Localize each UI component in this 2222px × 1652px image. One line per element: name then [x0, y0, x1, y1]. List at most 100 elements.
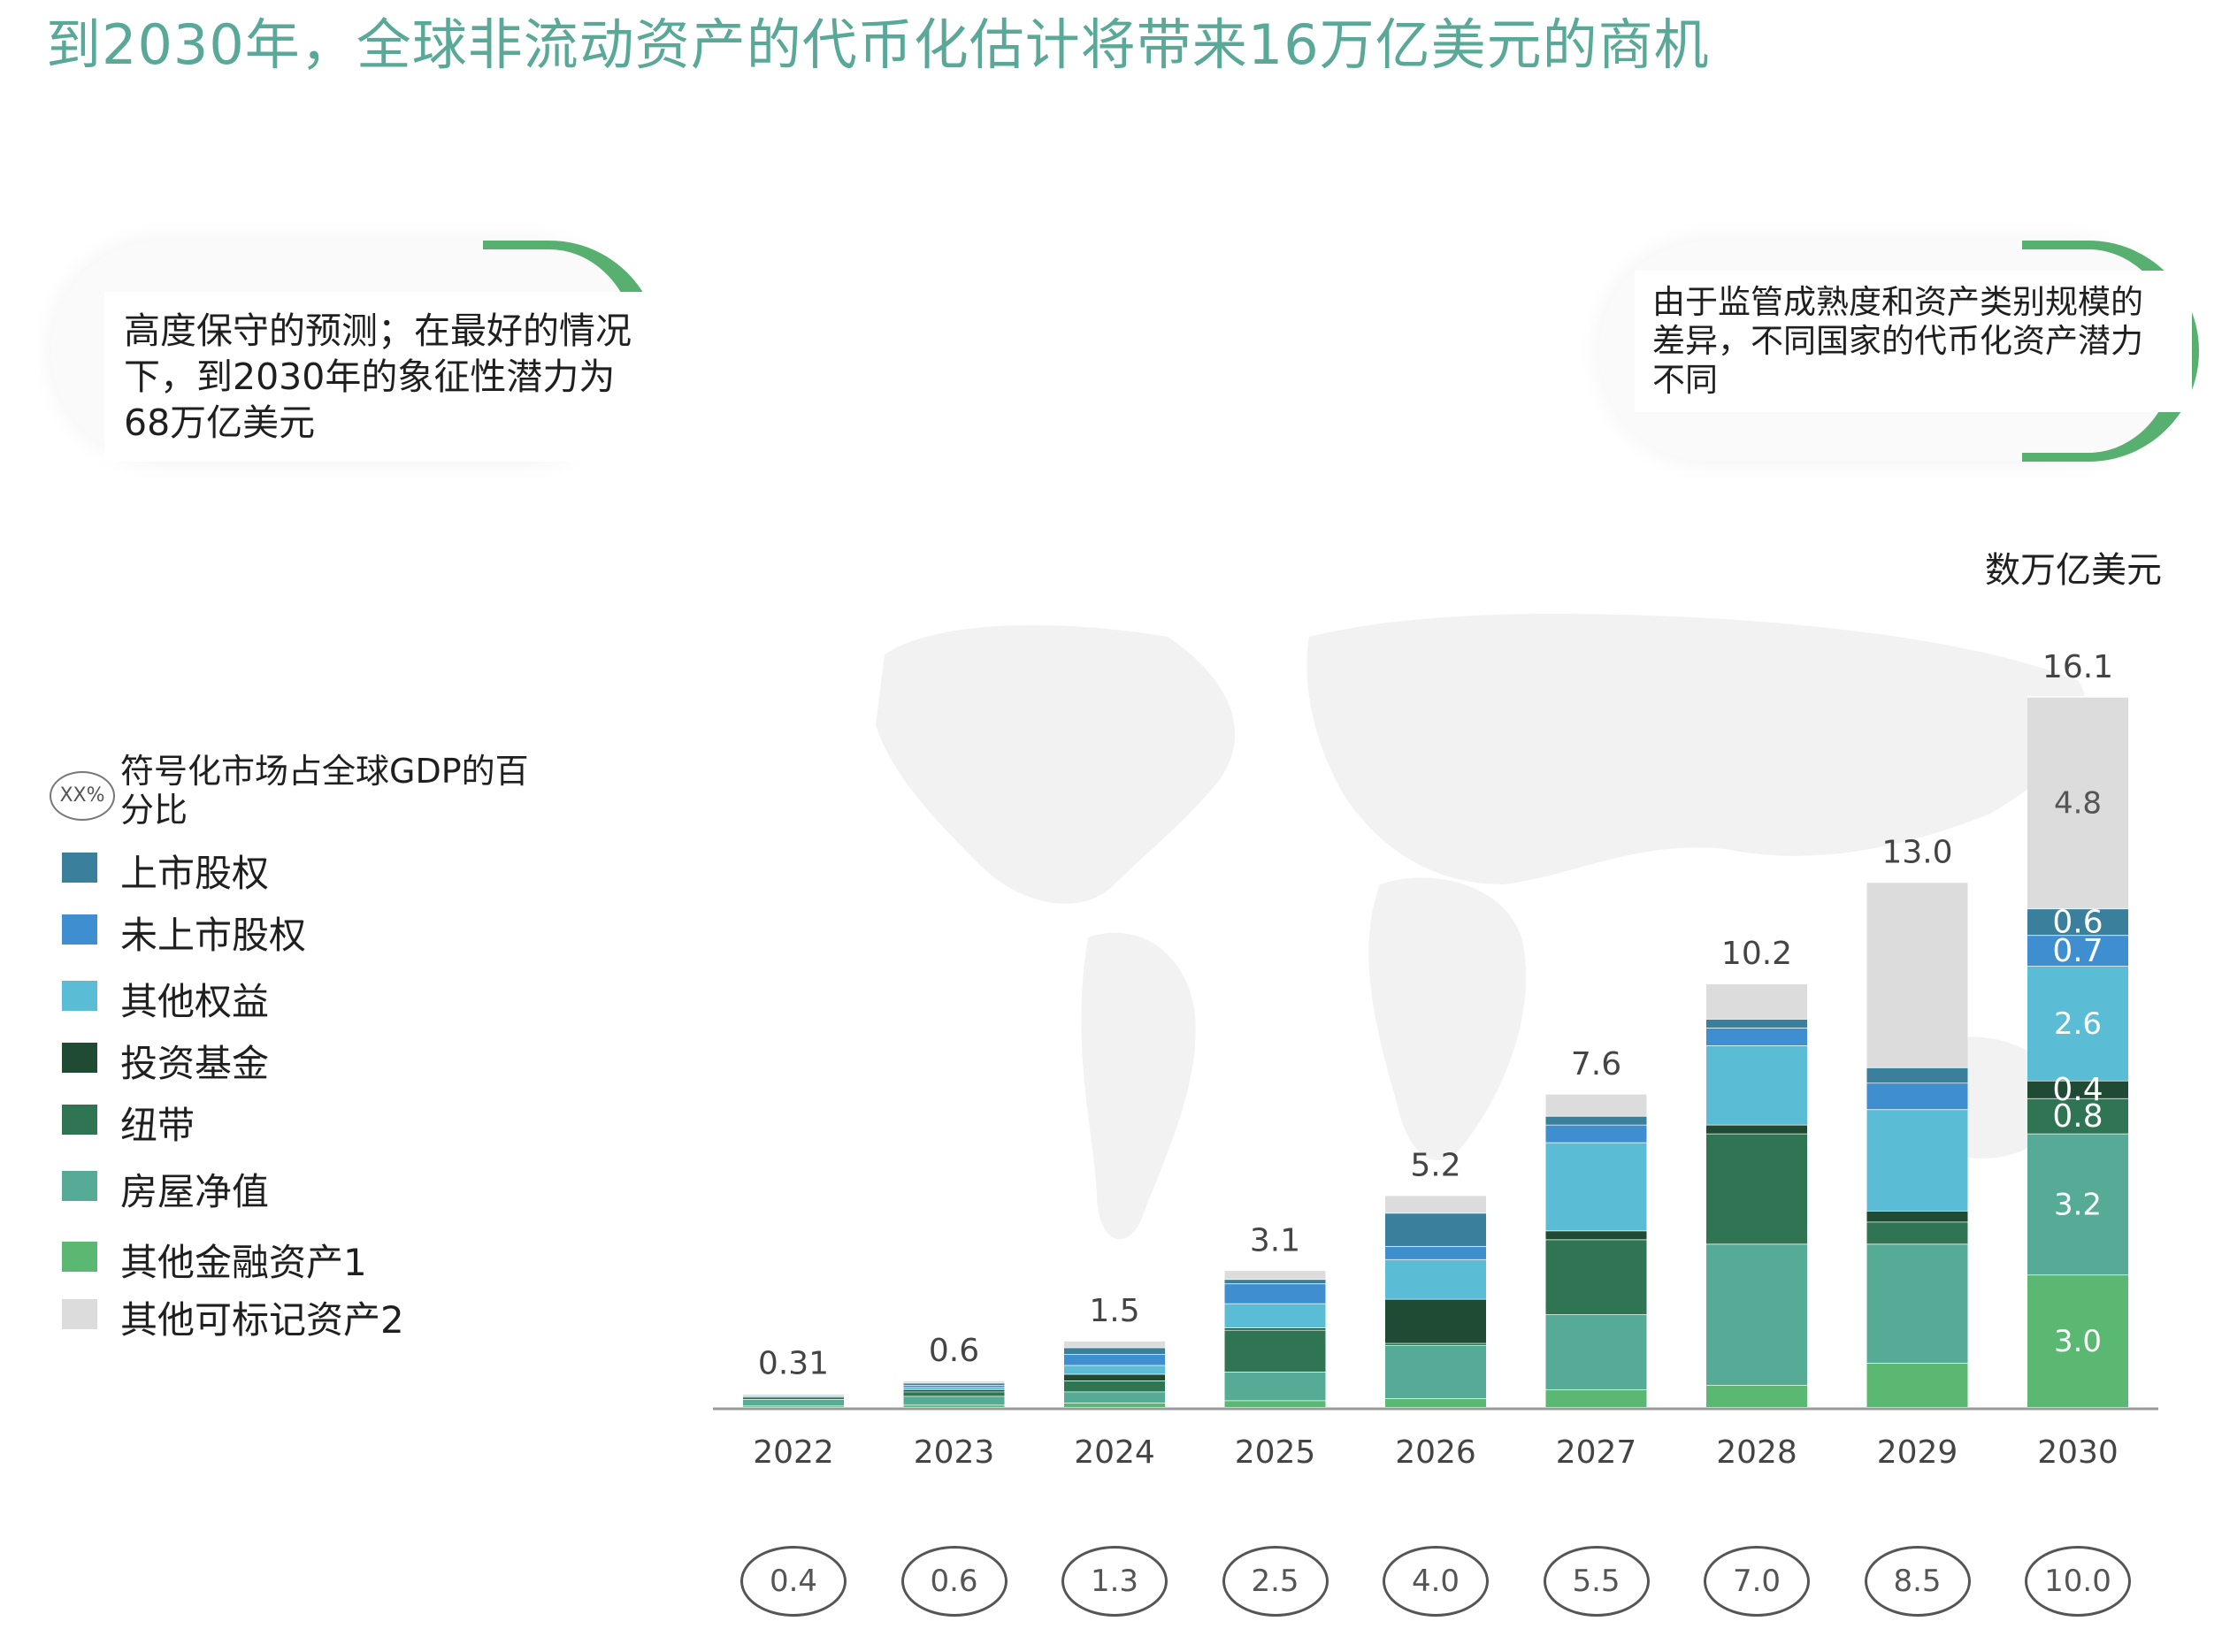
legend-label: 房屋净值 — [120, 1170, 270, 1213]
bar-segment — [1385, 1195, 1486, 1213]
x-tick-label: 2029 — [1877, 1434, 1958, 1471]
bar-segment — [1866, 882, 1968, 1067]
bar-segment — [1064, 1373, 1165, 1381]
x-tick-label: 2022 — [753, 1434, 834, 1471]
bar-total-label: 0.6 — [929, 1333, 979, 1369]
bar-segment — [1545, 1124, 1647, 1143]
bar-segment — [1545, 1230, 1647, 1240]
legend-label: 上市股权 — [120, 852, 270, 895]
bar-segment — [743, 1396, 844, 1400]
bar-segment — [2027, 697, 2128, 909]
bar-segment — [1224, 1303, 1326, 1328]
bar-segment — [1545, 1093, 1647, 1116]
bar-segment — [1706, 1028, 1807, 1046]
legend-label: 投资基金 — [120, 1042, 270, 1085]
bar-segment — [1706, 1045, 1807, 1125]
bar-segment — [903, 1382, 1005, 1386]
bar-segment — [1064, 1365, 1165, 1374]
legend-swatch — [62, 1171, 97, 1201]
bar-segment — [1224, 1283, 1326, 1304]
bar-segment — [1545, 1314, 1647, 1390]
gdp-share-oval: 4.0 — [1383, 1546, 1489, 1617]
chart-unit-label: 数万亿美元 — [1985, 550, 2162, 591]
bar-segment — [2027, 1098, 2128, 1134]
bar-segment — [1224, 1327, 1326, 1330]
bar-segment — [1866, 1082, 1968, 1110]
gdp-share-oval: 1.3 — [1061, 1546, 1168, 1617]
bar-total-label: 0.31 — [758, 1346, 829, 1382]
x-tick-label: 2026 — [1395, 1434, 1476, 1471]
bar-segment — [2027, 908, 2128, 936]
bar-segment — [1866, 1243, 1968, 1364]
segment-value-label: 0.6 — [2052, 904, 2103, 940]
bar-segment — [1224, 1279, 1326, 1284]
bar-segment — [1545, 1239, 1647, 1315]
bar-segment — [1545, 1389, 1647, 1407]
bar-segment — [1545, 1115, 1647, 1125]
bar-segment — [1064, 1347, 1165, 1355]
bar-segment — [1224, 1270, 1326, 1280]
bar-total-label: 1.5 — [1089, 1293, 1139, 1329]
bar-segment — [903, 1387, 1005, 1390]
bar-segment — [2027, 966, 2128, 1081]
bar-segment — [1224, 1400, 1326, 1407]
bar-segment — [743, 1399, 844, 1406]
bar-segment — [1866, 1211, 1968, 1222]
bar-segment — [1866, 1109, 1968, 1212]
bar-segment — [903, 1385, 1005, 1388]
x-tick-label: 2030 — [2037, 1434, 2119, 1471]
bar-segment — [1385, 1342, 1486, 1346]
bar-segment — [1706, 1243, 1807, 1386]
x-tick-label: 2024 — [1074, 1434, 1155, 1471]
gdp-share-oval: 10.0 — [2025, 1546, 2131, 1617]
x-tick-label: 2025 — [1235, 1434, 1316, 1471]
page-title: 到2030年，全球非流动资产的代币化估计将带来16万亿美元的商机 — [46, 12, 1710, 77]
bar-segment — [2027, 1274, 2128, 1407]
gdp-share-oval: 0.6 — [900, 1546, 1008, 1617]
bar-segment — [1064, 1391, 1165, 1403]
callout-country-variance: 由于监管成熟度和资产类别规模的差异，不同国家的代币化资产潜力不同 — [1599, 241, 2199, 462]
bar-segment — [1064, 1403, 1165, 1407]
bar-total-label: 13.0 — [1881, 834, 1952, 870]
x-tick-label: 2023 — [914, 1434, 995, 1471]
bar-segment — [1385, 1212, 1486, 1246]
segment-value-label: 0.7 — [2052, 933, 2103, 969]
callout-right-text: 由于监管成熟度和资产类别规模的差异，不同国家的代币化资产潜力不同 — [1635, 271, 2192, 412]
legend-swatch — [62, 914, 97, 945]
bar-segment — [1064, 1354, 1165, 1365]
gdp-share-oval: 0.4 — [740, 1546, 847, 1617]
bar-segment — [1224, 1329, 1326, 1373]
bar-segment — [1385, 1258, 1486, 1299]
bar-segment — [1706, 983, 1807, 1020]
segment-value-label: 3.2 — [2054, 1188, 2102, 1223]
bar-segment — [1385, 1398, 1486, 1407]
bar-total-label: 10.2 — [1721, 936, 1792, 972]
gdp-share-oval: 8.5 — [1864, 1546, 1971, 1617]
bar-segment — [903, 1380, 1005, 1383]
bar-segment — [1706, 1124, 1807, 1134]
segment-value-label: 4.8 — [2054, 786, 2102, 822]
callout-left-text: 高度保守的预测；在最好的情况下，到2030年的象征性潜力为68万亿美元 — [104, 292, 674, 462]
bar-segment — [2027, 1133, 2128, 1275]
bar-segment — [1706, 1019, 1807, 1029]
bar-total-label: 5.2 — [1410, 1148, 1460, 1184]
legend-swatch — [62, 1105, 97, 1135]
x-tick-label: 2027 — [1556, 1434, 1637, 1471]
bar-segment — [2027, 1080, 2128, 1098]
legend-gdp-label: 符号化市场占全球GDP的百分比 — [120, 752, 529, 830]
bar-series-group: 0.31 2022 0.6 2023 1.5 2024 3.1 2025 5.2 2026 7.6 2… — [743, 649, 2128, 1471]
bar-segment — [903, 1396, 1005, 1405]
bar-segment — [1866, 1221, 1968, 1244]
legend-swatch — [62, 1242, 97, 1272]
legend-label: 其他权益 — [120, 980, 270, 1023]
segment-value-label: 3.0 — [2054, 1324, 2102, 1359]
bar-segment — [2027, 935, 2128, 967]
callout-best-case: 高度保守的预测；在最好的情况下，到2030年的象征性潜力为68万亿美元 — [51, 241, 674, 462]
bar-segment — [903, 1391, 1005, 1396]
gdp-share-oval: 2.5 — [1222, 1546, 1329, 1617]
bar-segment — [1706, 1133, 1807, 1244]
legend-label: 纽带 — [120, 1104, 195, 1147]
legend-swatch — [62, 981, 97, 1011]
legend-label: 其他金融资产1 — [120, 1241, 367, 1284]
bar-segment — [903, 1389, 1005, 1392]
